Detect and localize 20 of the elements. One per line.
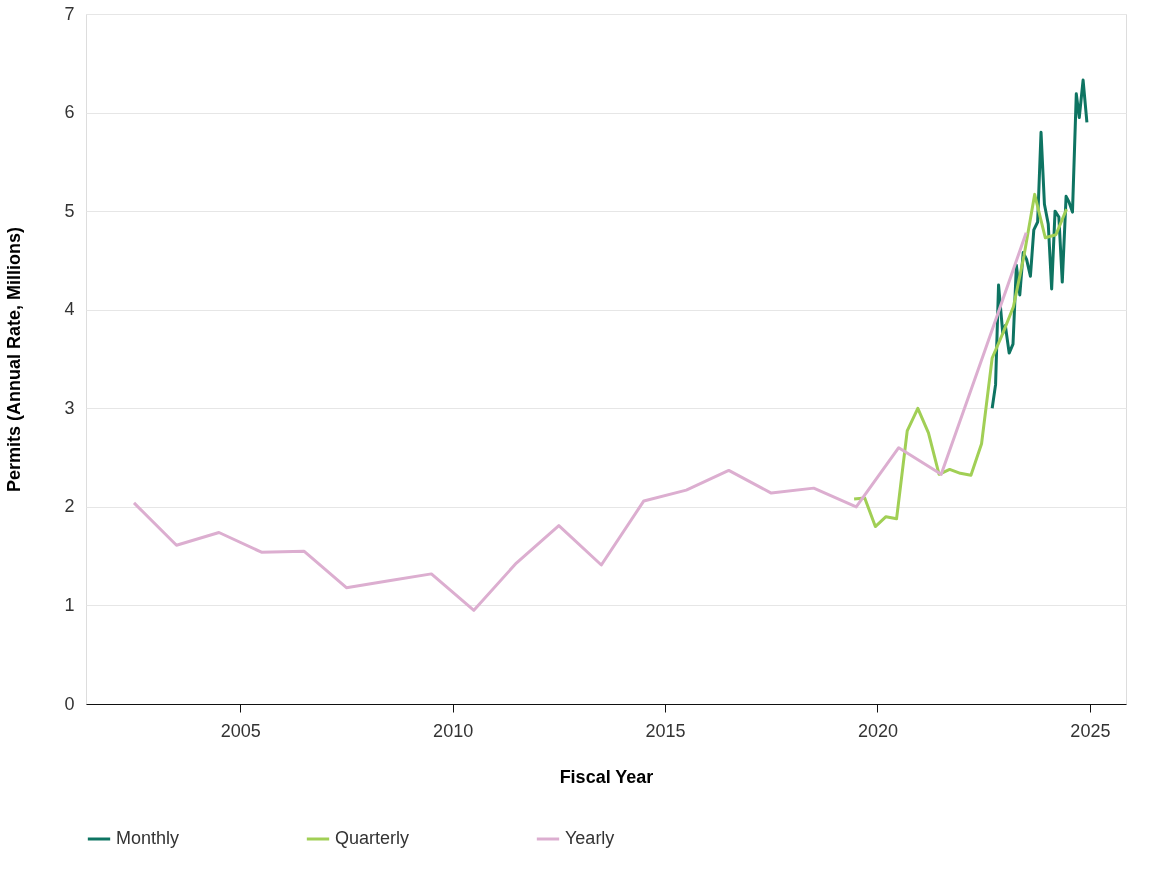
- y-tick-label: 2: [64, 496, 75, 517]
- line-series: [852, 192, 1069, 529]
- x-tick-label: 2005: [220, 720, 261, 741]
- x-axis-title: Fiscal Year: [559, 766, 654, 787]
- line-series: [132, 231, 1028, 612]
- y-tick-label: 4: [64, 299, 75, 320]
- x-tick-label: 2020: [857, 720, 898, 741]
- y-tick-label: 5: [64, 200, 75, 221]
- legend-label: Quarterly: [335, 828, 410, 848]
- y-axis-title: Permits (Annual Rate, Millions): [4, 226, 25, 493]
- x-tick-label: 2010: [433, 720, 474, 741]
- y-tick-label: 7: [64, 3, 75, 24]
- x-tick-label: 2025: [1070, 720, 1111, 741]
- y-tick-label: 6: [64, 102, 75, 123]
- y-tick-label: 1: [64, 594, 75, 615]
- y-tick-label: 3: [64, 397, 75, 418]
- legend-label: Monthly: [116, 828, 180, 848]
- y-tick-label: 0: [64, 693, 75, 714]
- x-tick-label: 2015: [645, 720, 686, 741]
- legend-label: Yearly: [565, 828, 615, 848]
